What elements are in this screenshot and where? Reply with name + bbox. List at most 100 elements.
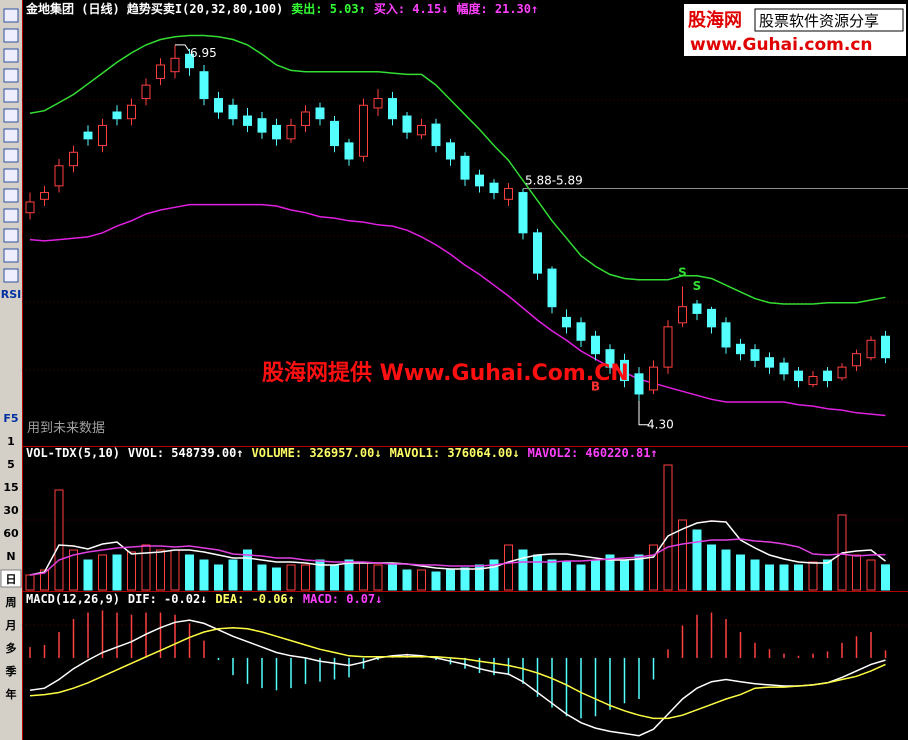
pane-header: MACD(12,26,9) DIF: -0.02↓ DEA: -0.06↑ MACD:…	[26, 592, 382, 606]
pane-header: VOL-TDX(5,10) VVOL: 548739.00↑ VOLUME: 326…	[26, 446, 658, 460]
ma-line	[29, 538, 886, 576]
header-item: VVOL: 548739.00↑	[128, 446, 244, 460]
low-pointer	[638, 400, 649, 426]
signal-label: B	[591, 379, 600, 393]
toolbar-label[interactable]: 月	[5, 619, 17, 632]
toolbar-label[interactable]: N	[6, 550, 15, 563]
candle-body	[620, 359, 629, 382]
volume-bar	[547, 559, 557, 591]
logo-name: 股海网	[687, 9, 742, 31]
volume-bar	[765, 564, 774, 591]
volume-bar	[446, 569, 455, 591]
volume-bar	[40, 569, 49, 591]
volume-bar	[170, 549, 180, 591]
signal-label: S	[678, 266, 687, 280]
toolbar-label[interactable]: 日	[6, 573, 17, 586]
candle-body	[533, 232, 542, 274]
candle-body	[344, 142, 354, 160]
peak-label: 6.95	[190, 46, 217, 60]
toolbar-label[interactable]: 15	[3, 481, 18, 494]
candle-body	[794, 370, 803, 382]
candle-body	[547, 268, 557, 308]
volume-bar	[243, 549, 252, 591]
candle-body	[185, 53, 194, 69]
candle-body	[170, 57, 180, 73]
candle-body	[750, 349, 760, 361]
candle-body	[649, 366, 658, 391]
toolbar-icon	[3, 248, 19, 263]
header-item: MACD: 0.07↓	[303, 592, 382, 606]
volume-bar	[489, 559, 499, 591]
low-label: 4.30	[647, 418, 674, 432]
candle-body	[881, 335, 890, 359]
note: 用到未来数据	[27, 421, 105, 436]
toolbar-label[interactable]: 5	[7, 458, 15, 471]
toolbar-label[interactable]: 周	[6, 596, 17, 609]
candle-body	[243, 115, 252, 126]
volume-bar	[460, 567, 470, 591]
candle-body	[866, 339, 876, 359]
candle-body	[40, 192, 49, 200]
volume-bar	[373, 564, 383, 591]
candle-body	[257, 118, 267, 133]
candle-body	[431, 123, 441, 147]
toolbar-label[interactable]: 30	[3, 504, 19, 517]
volume-bar	[83, 559, 93, 591]
volume-bar	[25, 574, 35, 591]
toolbar-icon	[3, 68, 19, 83]
volume-bar	[866, 559, 876, 591]
volume-bar	[286, 564, 296, 591]
candle-body	[373, 98, 383, 109]
candle-body	[576, 322, 586, 341]
volume-bar	[417, 569, 426, 591]
logo-slogan: 股票软件资源分享	[759, 12, 879, 30]
volume-bar	[402, 569, 412, 591]
volume-bar	[707, 544, 716, 591]
volume-bar	[562, 561, 571, 591]
candle-body	[852, 353, 861, 367]
macd-line	[29, 619, 886, 737]
toolbar-label[interactable]: 季	[5, 664, 18, 678]
logo: 股海网 股票软件资源分享 www.Guhai.com.cn	[684, 4, 906, 56]
toolbar-label[interactable]: RSI	[1, 288, 22, 301]
toolbar-label[interactable]: 多	[6, 641, 17, 655]
candle-body	[736, 343, 745, 355]
toolbar-icon	[3, 148, 19, 163]
candle-body	[779, 362, 789, 375]
toolbar	[0, 0, 22, 740]
candle-body	[402, 115, 412, 133]
toolbar-icon	[3, 48, 19, 63]
volume-bar	[678, 519, 687, 591]
candle-body	[692, 303, 702, 314]
volume-bar	[214, 564, 223, 591]
volume-bar	[127, 551, 136, 591]
volume-bar	[649, 544, 658, 591]
volume-bar	[156, 549, 165, 591]
level-label: 5.88-5.89	[525, 174, 583, 188]
candle-body	[388, 98, 397, 120]
header-item: 卖出: 5.03↑	[291, 1, 366, 16]
volume-bar	[750, 559, 760, 591]
candle-body	[707, 308, 716, 328]
toolbar-label[interactable]: F5	[3, 412, 18, 425]
volume-bar	[779, 564, 789, 591]
logo-box	[684, 4, 906, 56]
volume-bar	[591, 559, 600, 591]
volume-bar	[692, 529, 702, 591]
logo-url: www.Guhai.com.cn	[690, 35, 873, 55]
ma-line	[29, 520, 886, 576]
volume-bar	[301, 564, 310, 591]
volume-bar	[663, 464, 673, 591]
header-item: 幅度: 21.30↑	[456, 1, 538, 16]
volume-bar	[228, 559, 238, 591]
candle-body	[199, 71, 209, 100]
header-item: 买入: 4.15↓	[374, 2, 449, 16]
candle-body	[156, 64, 165, 79]
candle-body	[475, 174, 484, 187]
toolbar-label[interactable]: 60	[3, 527, 19, 540]
candle-body	[330, 120, 339, 147]
toolbar-label[interactable]: 年	[6, 687, 17, 701]
candle-body	[112, 111, 122, 120]
toolbar-label[interactable]: 1	[7, 435, 15, 448]
header-item: 金地集团 (日线) 趋势买卖I(20,32,80,100)	[25, 1, 283, 16]
